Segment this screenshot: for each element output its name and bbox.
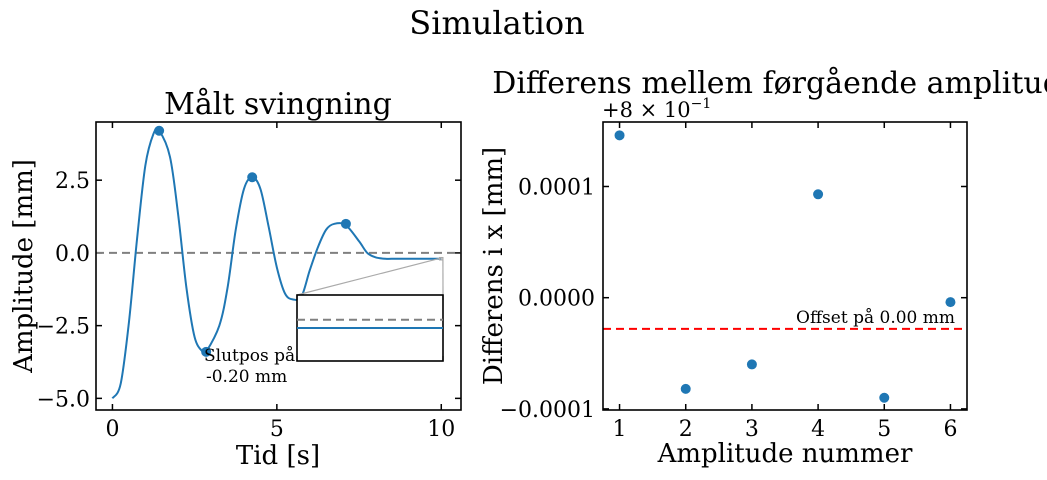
chart1-annotation-line2: -0.20 mm	[206, 367, 287, 387]
chart1-xtick-label: 10	[427, 417, 455, 442]
chart1-peak-point	[201, 346, 212, 357]
chart1-ytick-label: 2.5	[55, 169, 90, 194]
chart1-peak-point	[340, 218, 351, 229]
chart2-ticks: 1 2 3 4 5 6 −0.0001 0.0000 0.0001	[500, 122, 967, 442]
chart1-ytick-label: 0.0	[55, 242, 90, 267]
chart-amplitude-difference: Differens mellem førgående amplitude +8 …	[479, 66, 1047, 469]
chart2-offset-mantissa: +8 × 10	[602, 98, 691, 122]
chart2-xtick-label: 2	[679, 417, 693, 442]
chart2-data-point	[746, 359, 757, 370]
chart2-frame	[602, 121, 968, 411]
chart1-peak-point	[154, 125, 165, 136]
chart1-ylabel: Amplitude [mm]	[9, 159, 39, 374]
chart1-plot-area	[96, 125, 461, 399]
chart1-title: Målt svingning	[164, 87, 392, 122]
chart2-xtick-label: 5	[877, 417, 891, 442]
chart2-ytick-label: 0.0001	[518, 175, 595, 200]
chart2-data-point	[879, 392, 890, 403]
chart2-data-point	[614, 130, 625, 141]
chart1-frame	[95, 121, 462, 411]
chart1-xtick-label: 5	[270, 417, 284, 442]
chart2-xlabel: Amplitude nummer	[657, 439, 913, 469]
chart-measured-oscillation: Målt svingning Amplitude [mm] Tid [s] 0 5…	[9, 87, 462, 471]
chart2-xtick-label: 1	[613, 417, 627, 442]
chart1-zoom-connector	[296, 256, 444, 296]
chart2-xtick-label: 4	[811, 417, 825, 442]
chart2-data-point	[945, 297, 956, 308]
chart2-plot-area	[603, 130, 967, 403]
chart2-xtick-label: 6	[943, 417, 957, 442]
chart2-title: Differens mellem førgående amplitude	[492, 66, 1047, 101]
chart2-data-point	[813, 189, 824, 200]
chart1-xlabel: Tid [s]	[236, 441, 320, 471]
chart1-zoom-inset	[296, 256, 444, 362]
chart1-ytick-label: −2.5	[37, 315, 90, 340]
chart2-ytick-label: −0.0001	[500, 398, 595, 423]
chart1-peak-point	[247, 172, 258, 183]
chart2-xtick-label: 3	[745, 417, 759, 442]
chart2-offset-label: Offset på 0.00 mm	[796, 308, 955, 328]
chart2-ytick-label: 0.0000	[518, 287, 595, 312]
chart1-annotation-line1: Slutpos på	[204, 346, 295, 366]
chart2-offset-exponent: −1	[691, 96, 712, 112]
chart1-xtick-label: 0	[105, 417, 119, 442]
chart2-data-point	[680, 383, 691, 394]
chart1-ytick-label: −5.0	[37, 387, 90, 412]
chart2-offset-text: +8 × 10−1	[602, 96, 711, 122]
chart2-ylabel: Differens i x [mm]	[479, 147, 509, 385]
figure-suptitle: Simulation	[409, 4, 584, 42]
chart1-ticks: 0 5 10 −5.0 −2.5 0.0 2.5	[37, 122, 461, 442]
